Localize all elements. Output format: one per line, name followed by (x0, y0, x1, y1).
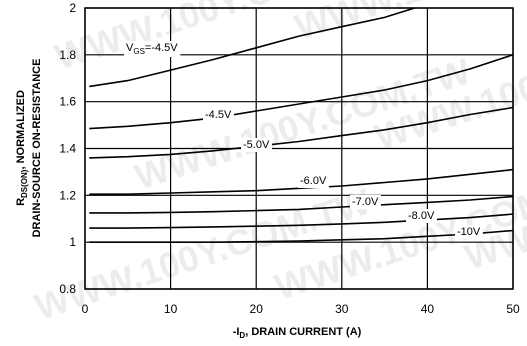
y-tick-labels: 0.8 1 1.2 1.4 1.6 1.8 2 (59, 1, 76, 296)
series-line-3 (89, 106, 514, 159)
watermark: WWW.100Y.COM.TWWWW.100Y.COM.TWWWW.100Y.C… (30, 0, 527, 328)
series-label-main: -10V (457, 226, 481, 238)
series-line-1 (89, 7, 415, 88)
series-label-background (298, 174, 329, 188)
series-label-background (241, 138, 272, 152)
x-tick-label: 20 (250, 302, 264, 316)
x-tick-labels: 0 10 20 30 40 50 (82, 302, 520, 316)
svg-text:-5.0V: -5.0V (243, 139, 270, 151)
series-label-4: -6.0V (298, 174, 329, 188)
series-label-background (350, 195, 381, 209)
series-label-background (203, 108, 234, 122)
series-label-3: -5.0V (241, 138, 272, 152)
series-label-main: -4.5V (205, 109, 232, 121)
series-labels: VGS=-4.5V -4.5V -5.0V -6.0V -7.0V -8.0V -10V (124, 41, 483, 239)
series-label-background (455, 225, 483, 239)
y-tick-label: 1 (69, 235, 76, 249)
svg-text:-6.0V: -6.0V (300, 175, 327, 187)
y-tick-label: 1.2 (59, 188, 76, 202)
series-line-4 (89, 168, 514, 195)
y-axis-title-line2: DRAIN-SOURCE ON-RESISTANCE (31, 59, 43, 238)
x-axis-title-sub: D (239, 331, 245, 340)
series-line-6 (89, 213, 514, 229)
y-tick-label: 1.8 (59, 48, 76, 62)
x-tick-label: 50 (506, 302, 520, 316)
x-tick-label: 10 (164, 302, 178, 316)
svg-text:-4.5V: -4.5V (205, 109, 232, 121)
series-label-6: -8.0V (406, 209, 437, 223)
series-label-main: -8.0V (408, 210, 435, 222)
series-label-7: -10V (455, 225, 483, 239)
y-axis-title-main: R (15, 198, 27, 206)
series-label-main: V (126, 42, 134, 54)
series-line-5 (89, 195, 514, 214)
series-label-background (124, 41, 181, 57)
y-tick-label: 1.4 (59, 142, 76, 156)
svg-text:-7.0V: -7.0V (352, 196, 379, 208)
series-label-main: -5.0V (243, 139, 270, 151)
y-tick-label: 2 (69, 1, 76, 15)
y-axis-title-sub: DS(ON) (20, 169, 29, 198)
y-tick-label: 0.8 (59, 282, 76, 296)
svg-text:-10V: -10V (457, 226, 481, 238)
x-tick-label: 40 (421, 302, 435, 316)
y-axis-title-line1: RDS(ON), NORMALIZED (15, 90, 29, 206)
series-label-sub: GS (133, 47, 145, 56)
series-label-2: -4.5V (203, 108, 234, 122)
series-label-rest: =-4.5V (145, 42, 178, 54)
x-tick-label: 0 (82, 302, 89, 316)
series-label-5: -7.0V (350, 195, 381, 209)
series-label-main: -7.0V (352, 196, 379, 208)
y-tick-label: 1.6 (59, 95, 76, 109)
series-label-background (406, 209, 437, 223)
x-tick-label: 30 (335, 302, 349, 316)
watermark-text: WWW.100Y.COM.TW (290, 0, 527, 48)
x-axis-title-prefix: -I (233, 326, 240, 338)
x-axis-title: -ID, DRAIN CURRENT (A) (233, 326, 362, 340)
svg-text:VGS=-4.5V: VGS=-4.5V (126, 42, 178, 56)
series-label-main: -6.0V (300, 175, 327, 187)
y-axis-title-rest: , NORMALIZED (15, 90, 27, 169)
series-label-1: VGS=-4.5V (124, 41, 181, 57)
x-axis-title-rest: , DRAIN CURRENT (A) (245, 326, 361, 338)
series-lines (89, 7, 514, 243)
svg-text:-8.0V: -8.0V (408, 210, 435, 222)
series-line-2 (89, 54, 514, 130)
series-line-7 (89, 229, 514, 243)
